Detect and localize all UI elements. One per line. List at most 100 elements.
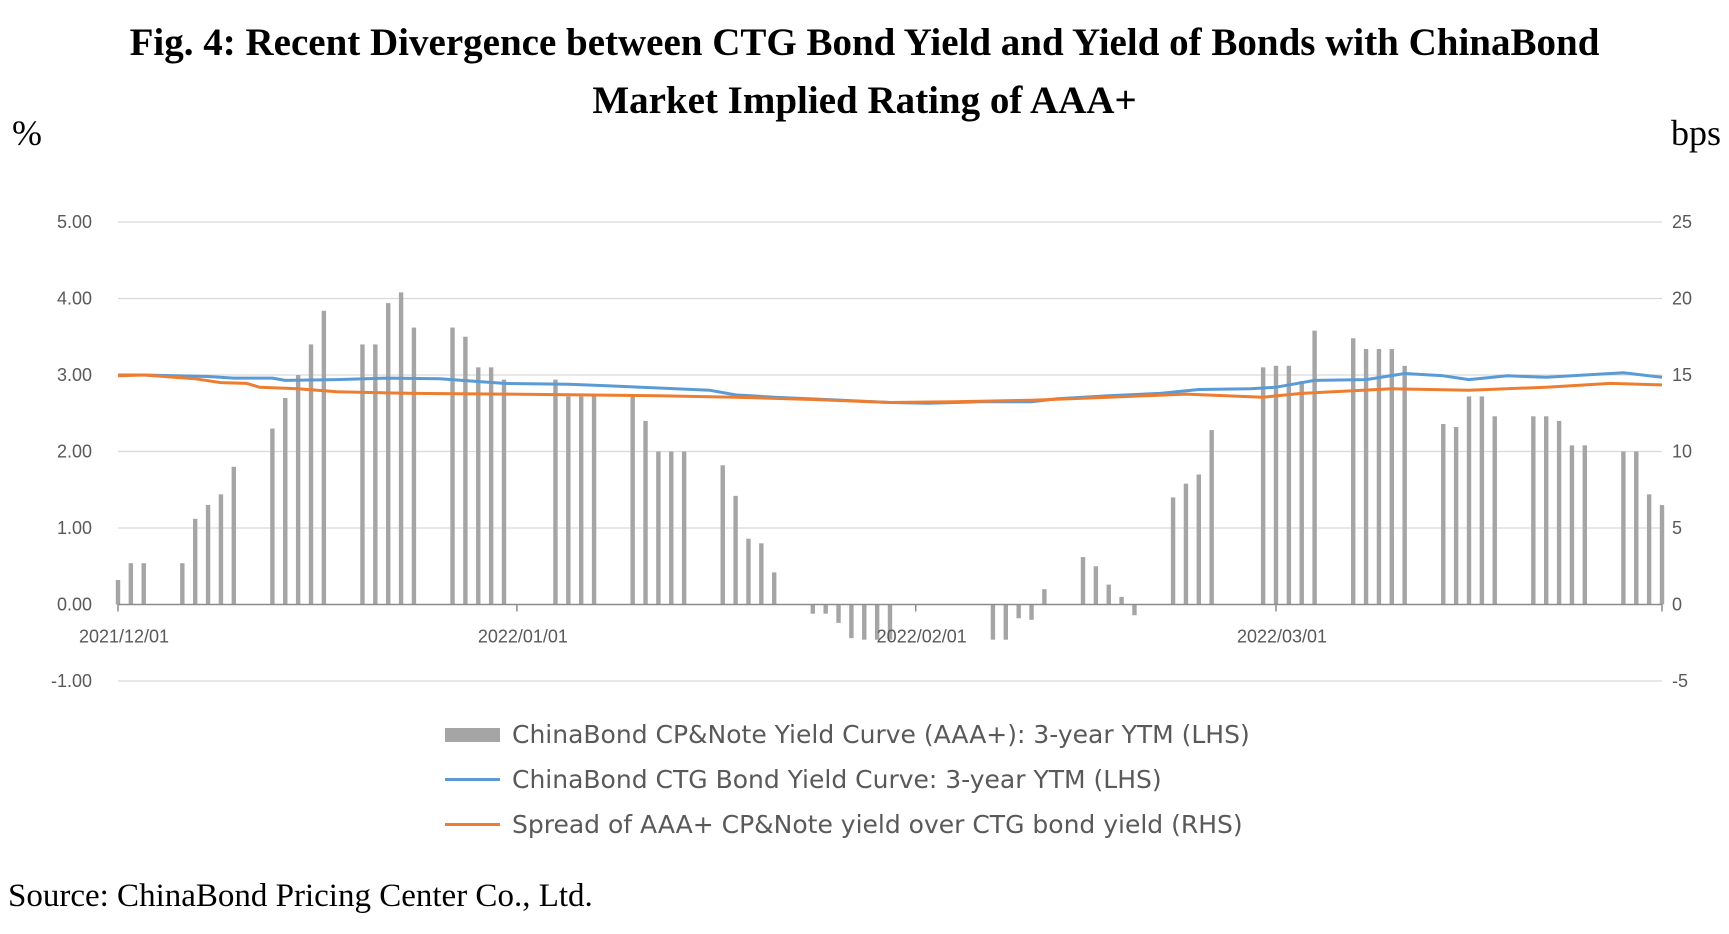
bar (669, 451, 674, 605)
bar (115, 580, 121, 605)
bar (193, 518, 198, 605)
bar (849, 604, 854, 639)
bar (321, 310, 327, 605)
bar (270, 428, 275, 605)
bar (1479, 396, 1485, 605)
legend-swatch-ctg (445, 778, 500, 781)
legend-swatch-cp-note (445, 727, 500, 742)
bar (205, 505, 211, 605)
bar (1453, 427, 1459, 605)
bar (1363, 348, 1369, 605)
bar (887, 604, 893, 640)
chart-title-line-1: Fig. 4: Recent Divergence between CTG Bo… (129, 21, 1600, 64)
bar (874, 604, 880, 640)
bar (141, 563, 146, 605)
bar (1351, 338, 1356, 605)
right-tick-label: -5 (1672, 671, 1688, 691)
bar (1273, 365, 1279, 605)
bar (579, 396, 584, 605)
bar (836, 604, 841, 623)
bar (1183, 483, 1189, 605)
right-tick-label: 10 (1672, 442, 1692, 462)
bar (231, 466, 236, 605)
bar (656, 451, 661, 605)
right-tick-label: 5 (1672, 518, 1682, 538)
bar (681, 451, 687, 605)
chart-title-line-2: Market Implied Rating of AAA+ (592, 79, 1137, 122)
bar (373, 344, 378, 605)
bar (360, 344, 365, 605)
bar (566, 396, 571, 605)
legend-item-spread: Spread of AAA+ CP&Note yield over CTG bo… (445, 802, 1250, 847)
bar (1659, 505, 1665, 605)
bar (1312, 330, 1317, 605)
bar (1299, 381, 1304, 605)
bar (1466, 396, 1472, 605)
bar (759, 543, 764, 605)
x-tick-label: 2021/12/01 (79, 627, 169, 647)
left-tick-label: 0.00 (57, 595, 92, 615)
bar (450, 327, 455, 605)
x-tick-label: 2022/02/01 (877, 627, 967, 647)
bar (1646, 494, 1652, 605)
bar (386, 303, 391, 605)
bar (1621, 451, 1626, 605)
bar (990, 604, 996, 640)
legend-swatch-spread (445, 823, 500, 826)
bar (643, 420, 648, 605)
bar (1042, 589, 1047, 605)
bar (1196, 474, 1201, 605)
series-lines (117, 371, 1663, 405)
left-tick-label: 2.00 (57, 442, 92, 462)
bar (1080, 557, 1086, 605)
tick-labels: -1.000.001.002.003.004.005.00-5051015202… (51, 212, 1692, 691)
bar (1170, 497, 1176, 605)
bar (308, 344, 314, 605)
bar (463, 336, 468, 605)
bar (218, 494, 224, 605)
legend-item-ctg: ChinaBond CTG Bond Yield Curve: 3-year Y… (445, 757, 1250, 802)
bar (398, 292, 404, 605)
bar (823, 604, 828, 614)
x-tick-label: 2022/03/01 (1237, 627, 1327, 647)
bar (1569, 445, 1575, 605)
left-tick-label: -1.00 (51, 671, 92, 691)
bar (1260, 367, 1266, 605)
right-tick-label: 25 (1672, 212, 1692, 232)
bar (1376, 348, 1382, 605)
legend-item-cp-note: ChinaBond CP&Note Yield Curve (AAA+): 3-… (445, 712, 1250, 757)
bar (1119, 596, 1124, 605)
left-tick-label: 4.00 (57, 289, 92, 309)
bar (1106, 584, 1111, 605)
bar (128, 563, 134, 605)
bar (411, 327, 417, 605)
bar (501, 379, 507, 605)
bar (488, 367, 494, 605)
axes (117, 603, 1663, 612)
bar (1402, 365, 1407, 605)
bar (283, 397, 288, 605)
bar (180, 563, 185, 605)
right-tick-label: 15 (1672, 365, 1692, 385)
bar (1389, 348, 1394, 605)
bar (1634, 451, 1639, 605)
bar (1209, 430, 1214, 605)
cp-note-bars (115, 292, 1665, 640)
left-tick-label: 5.00 (57, 212, 92, 232)
bar (1531, 416, 1536, 605)
bar (1003, 604, 1008, 640)
left-tick-label: 3.00 (57, 365, 92, 385)
bar (553, 379, 558, 605)
bar (591, 396, 597, 605)
right-axis-unit: bps (1670, 113, 1721, 153)
bar (1544, 416, 1549, 605)
x-tick-label: 2022/01/01 (478, 627, 568, 647)
bar (1093, 566, 1099, 605)
bar (476, 367, 481, 605)
bar (1132, 604, 1137, 616)
bar (1556, 420, 1562, 605)
spread-line (117, 373, 1663, 404)
right-tick-label: 0 (1672, 595, 1682, 615)
chart-title: Fig. 4: Recent Divergence between CTG Bo… (0, 14, 1729, 130)
